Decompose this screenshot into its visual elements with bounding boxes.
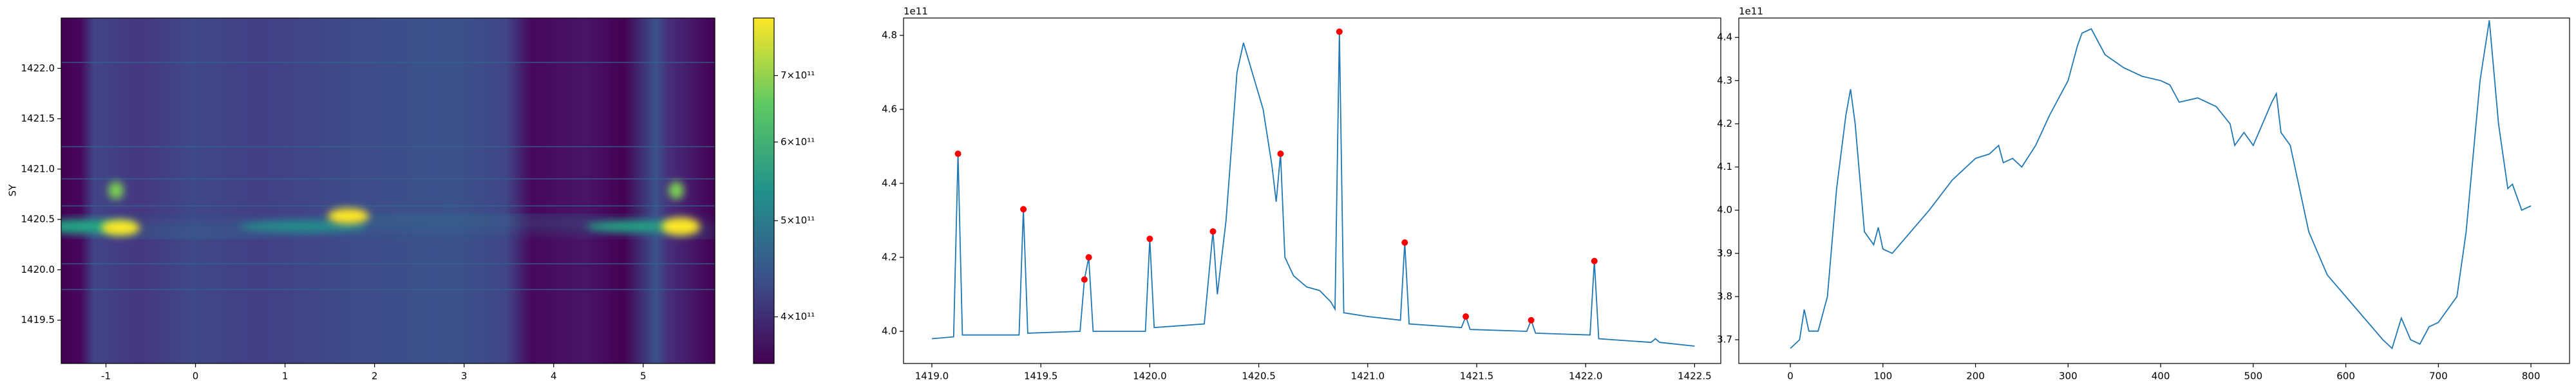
x-tick-label: 1420.5	[1242, 371, 1276, 382]
y-tick-label: 4.4	[882, 178, 897, 189]
x-tick-label: 0	[193, 371, 199, 382]
axes-frame	[903, 17, 1721, 364]
colorbar-tick-label: 5×10¹¹	[781, 214, 815, 226]
peak-marker	[1020, 206, 1027, 213]
colorbar-tick-label: 7×10¹¹	[781, 69, 815, 81]
x-tick-label: 600	[2336, 371, 2355, 382]
peak-marker	[1401, 239, 1408, 246]
line	[931, 32, 1695, 347]
y-tick-label: 4.0	[882, 325, 897, 336]
y-tick-label: 4.2	[882, 251, 897, 262]
colorbar	[753, 17, 775, 364]
y-tick-label: 4.8	[882, 30, 897, 41]
x-tick-label: 800	[2522, 371, 2541, 382]
y-tick-label: 4.3	[1717, 75, 1732, 86]
peak-marker	[1336, 28, 1343, 35]
x-tick-label: 3	[461, 371, 468, 382]
x-tick-label: 1420.0	[1133, 371, 1167, 382]
x-tick-label: 700	[2429, 371, 2448, 382]
x-tick-label: 1421.0	[1351, 371, 1385, 382]
x-tick-label: 300	[2059, 371, 2078, 382]
y-tick-label: 3.7	[1717, 334, 1732, 345]
peak-marker	[1528, 317, 1535, 324]
x-tick-label: 0	[1787, 371, 1794, 382]
y-tick-label: 4.1	[1717, 161, 1732, 172]
y-tick-label: 1420.5	[21, 214, 55, 225]
x-tick-label: 500	[2244, 371, 2262, 382]
peak-marker	[1277, 151, 1284, 158]
y-tick-label: 1420.0	[21, 264, 55, 275]
heatmap-image	[61, 18, 715, 363]
y-tick-label: 4.2	[1717, 118, 1732, 129]
y-tick-label: 1422.0	[21, 62, 55, 74]
x-tick-label: 1422.5	[1678, 371, 1712, 382]
x-tick-label: 1419.0	[915, 371, 949, 382]
line	[1790, 20, 2532, 350]
offset-text: 1e11	[904, 6, 928, 17]
peak-marker	[1591, 257, 1598, 264]
y-tick-label: 4.0	[1717, 204, 1732, 216]
y-tick-label: 1419.5	[21, 314, 55, 326]
x-tick-label: -1	[101, 371, 111, 382]
peak-marker	[1081, 276, 1088, 283]
x-tick-label: 100	[1873, 371, 1892, 382]
x-tick-label: 5	[640, 371, 647, 382]
y-tick-label: 3.8	[1717, 290, 1732, 302]
x-tick-label: 400	[2152, 371, 2170, 382]
y-axis-label: SY	[7, 184, 19, 197]
axes-frame	[1738, 17, 2570, 364]
offset-text: 1e11	[1739, 6, 1763, 17]
x-tick-label: 1422.0	[1569, 371, 1603, 382]
peak-marker	[1085, 253, 1092, 261]
peak-marker	[1146, 235, 1153, 243]
peak-marker	[1209, 228, 1217, 235]
y-tick-label: 1421.0	[21, 163, 55, 174]
colorbar-tick-label: 6×10¹¹	[781, 136, 815, 147]
x-tick-label: 2	[372, 371, 378, 382]
peak-marker	[1463, 313, 1470, 320]
x-tick-label: 1419.5	[1024, 371, 1058, 382]
y-tick-label: 3.9	[1717, 247, 1732, 259]
x-tick-label: 4	[551, 371, 557, 382]
y-tick-label: 1421.5	[21, 113, 55, 124]
x-tick-label: 1	[282, 371, 289, 382]
peak-marker	[954, 151, 961, 158]
x-tick-label: 200	[1966, 371, 1985, 382]
y-tick-label: 4.4	[1717, 32, 1732, 43]
colorbar-tick-label: 4×10¹¹	[781, 311, 815, 322]
axes-frame	[61, 17, 715, 364]
y-tick-label: 4.6	[882, 104, 897, 115]
x-tick-label: 1421.5	[1460, 371, 1494, 382]
